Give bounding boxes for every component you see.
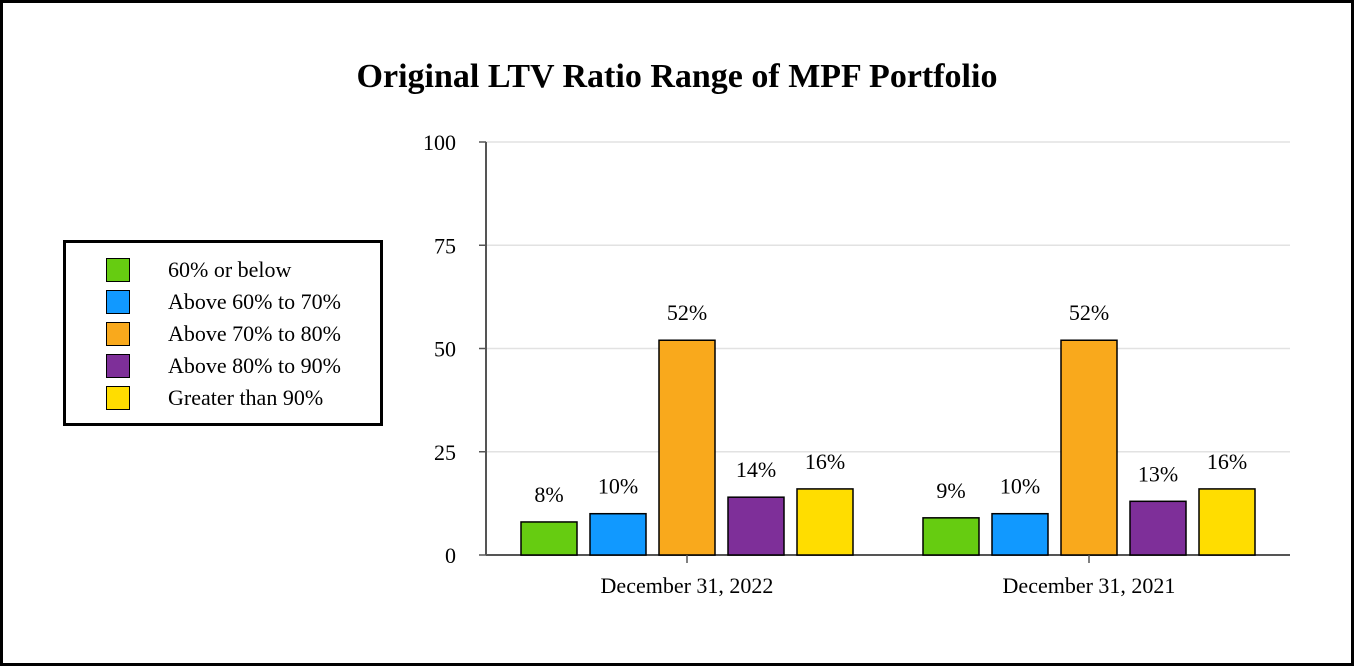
data-label: 52%	[667, 300, 707, 325]
legend-swatch-above-70-to-80	[106, 322, 130, 346]
data-label: 16%	[805, 449, 845, 474]
data-label: 13%	[1138, 461, 1178, 486]
legend-label: 60% or below	[168, 257, 292, 282]
bar	[1129, 500, 1187, 556]
bar	[520, 521, 578, 556]
data-label: 9%	[936, 478, 965, 503]
data-label: 16%	[1207, 449, 1247, 474]
y-tick-label: 75	[434, 233, 456, 258]
bar	[1198, 488, 1256, 556]
y-tick-label: 50	[434, 337, 456, 362]
y-tick-label: 0	[445, 543, 456, 568]
bar	[658, 339, 716, 556]
legend-swatch-greater-than-90	[106, 386, 130, 410]
y-tick-label: 100	[423, 130, 456, 155]
legend-label: Above 80% to 90%	[168, 353, 341, 378]
legend-item: Above 80% to 90%	[106, 353, 341, 379]
bar	[991, 512, 1049, 556]
bar	[727, 496, 785, 556]
y-tick-label: 25	[434, 440, 456, 465]
legend-swatch-60-or-below	[106, 258, 130, 282]
bar	[1060, 339, 1118, 556]
legend-swatch-above-60-to-70	[106, 290, 130, 314]
legend: 60% or below Above 60% to 70% Above 70% …	[63, 240, 383, 426]
x-tick-label: December 31, 2022	[601, 573, 774, 598]
data-label: 52%	[1069, 300, 1109, 325]
legend-label: Above 70% to 80%	[168, 321, 341, 346]
legend-label: Above 60% to 70%	[168, 289, 341, 314]
x-tick-label: December 31, 2021	[1003, 573, 1176, 598]
bar	[922, 517, 980, 556]
legend-item: Greater than 90%	[106, 385, 323, 411]
chart-title: Original LTV Ratio Range of MPF Portfoli…	[356, 58, 998, 95]
bar	[589, 512, 647, 556]
legend-label: Greater than 90%	[168, 385, 324, 410]
data-label: 10%	[598, 474, 638, 499]
data-label: 14%	[736, 457, 776, 482]
data-label: 10%	[1000, 474, 1040, 499]
legend-item: 60% or below	[106, 257, 291, 283]
legend-item: Above 70% to 80%	[106, 321, 341, 347]
legend-swatch-above-80-to-90	[106, 354, 130, 378]
data-label: 8%	[534, 482, 563, 507]
legend-item: Above 60% to 70%	[106, 289, 341, 315]
bar	[796, 488, 854, 556]
